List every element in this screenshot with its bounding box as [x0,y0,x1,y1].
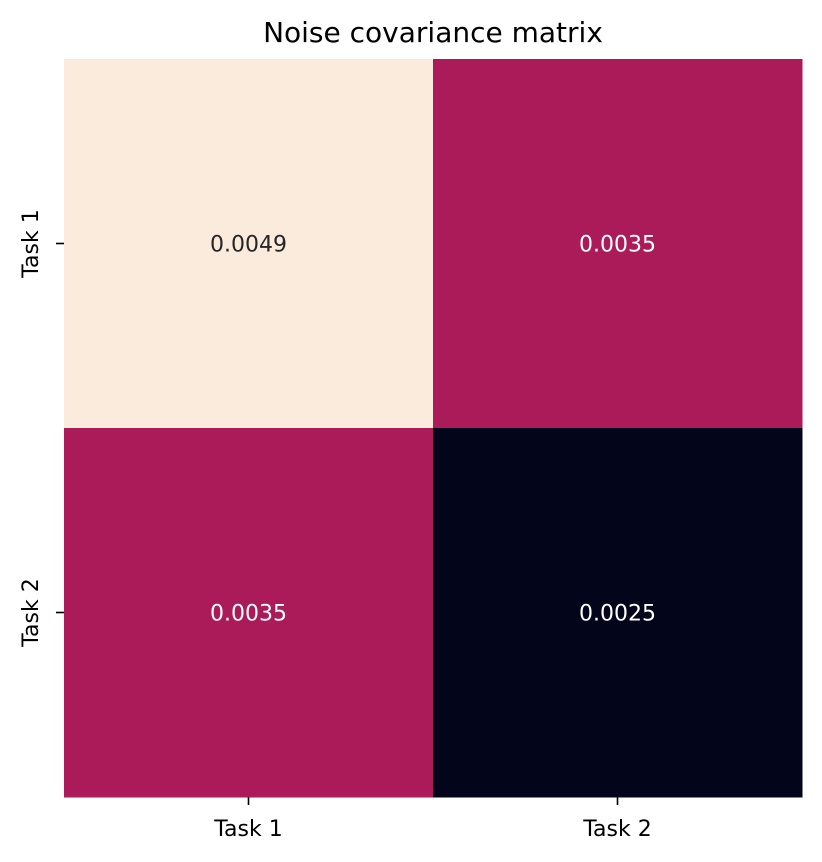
y-tick-label-2: Task 2 [19,578,44,647]
heatmap-cell-r2-c2 [433,428,803,798]
heatmap-cell-r1-c2 [433,59,803,429]
chart-title: Noise covariance matrix [263,16,603,49]
axis-ticks: Task 1 Task 2 Task 1 Task 2 [19,209,652,842]
heatmap-cells: 0.0049 0.0035 0.0035 0.0025 [64,59,803,798]
y-tick-label-1: Task 1 [19,209,44,278]
cell-value-label-r1-c2: 0.0035 [579,233,656,258]
cell-value-label-r2-c2: 0.0025 [579,602,656,627]
heatmap-cell-r2-c1 [64,428,434,798]
cell-value-label-r2-c1: 0.0035 [210,602,287,627]
cell-value-label-r1-c1: 0.0049 [210,233,287,258]
x-tick-label-2: Task 2 [582,817,651,842]
x-tick-label-1: Task 1 [213,817,282,842]
heatmap-cell-r1-c1 [64,59,434,429]
